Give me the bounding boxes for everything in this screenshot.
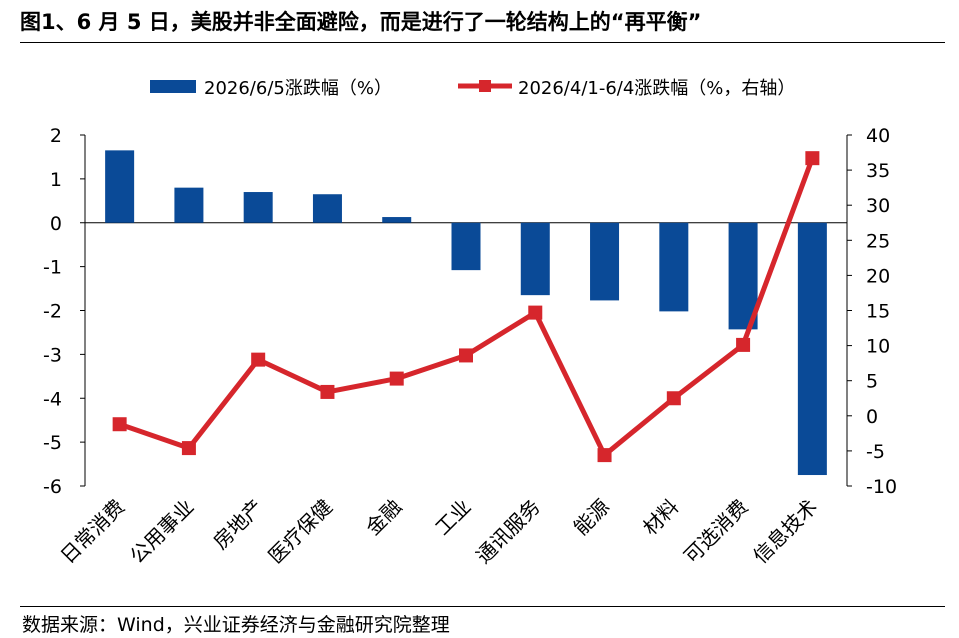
bar	[520, 222, 550, 296]
title-divider	[20, 42, 945, 43]
line-path	[118, 157, 815, 458]
bar-series	[105, 150, 827, 476]
legend-line-label: 2026/4/1-6/4涨跌幅（%，右轴）	[518, 78, 795, 99]
right-axis-tick-label: 15	[866, 301, 890, 323]
line-marker	[112, 417, 127, 432]
right-axis-tick-label: 25	[866, 230, 890, 252]
left-axis-tick-label: -1	[43, 257, 62, 279]
category-label: 金融	[361, 495, 406, 540]
bar	[174, 187, 204, 223]
left-axis-tick-label: -3	[43, 344, 62, 366]
right-axis-tick-label: 30	[866, 195, 890, 217]
legend-line-marker	[479, 80, 491, 92]
line-marker	[320, 384, 335, 399]
left-axis-tick-label: -5	[43, 432, 62, 454]
line-marker	[597, 448, 612, 463]
left-axis-tick-label: -2	[43, 301, 62, 323]
right-axis-tick-label: 20	[866, 265, 890, 287]
chart-title: 图1、6 月 5 日，美股并非全面避险，而是进行了一轮结构上的“再平衡”	[20, 10, 702, 34]
category-label: 日常消费	[56, 495, 130, 569]
category-label: 公用事业	[125, 495, 199, 569]
line-marker	[805, 151, 820, 166]
right-axis-tick-label: 35	[866, 160, 890, 182]
legend: 2026/6/5涨跌幅（%） 2026/4/1-6/4涨跌幅（%，右轴）	[150, 78, 795, 99]
right-axis-tick-label: 40	[866, 125, 890, 147]
right-axis-tick-label: -5	[866, 441, 885, 463]
left-axis-tick-label: -4	[43, 388, 62, 410]
chart-plot: 2026/6/5涨跌幅（%） 2026/4/1-6/4涨跌幅（%，右轴） 210-…	[43, 78, 897, 569]
bar	[659, 222, 689, 312]
line-marker	[181, 441, 196, 456]
category-label: 工业	[430, 495, 475, 540]
line-marker	[736, 337, 751, 352]
bar	[105, 150, 135, 223]
bar	[243, 192, 273, 223]
right-axis-tick-label: 0	[866, 406, 878, 428]
line-marker	[528, 305, 543, 320]
category-label: 能源	[569, 495, 614, 540]
line-marker	[251, 352, 266, 367]
bar	[312, 194, 342, 223]
left-axis-tick-label: 1	[50, 169, 62, 191]
source-note: 数据来源：Wind，兴业证券经济与金融研究院整理	[22, 614, 450, 636]
category-label: 信息技术	[748, 495, 822, 569]
category-label: 材料	[638, 495, 683, 540]
line-series	[112, 151, 820, 463]
bar	[451, 222, 481, 271]
category-label: 通讯服务	[471, 495, 545, 569]
left-axis-tick-label: -6	[43, 476, 62, 498]
left-axis-tick-label: 0	[50, 213, 62, 235]
left-axis-tick-label: 2	[50, 125, 62, 147]
line-marker	[459, 348, 473, 363]
category-label: 房地产	[208, 495, 267, 554]
legend-bar-swatch	[150, 80, 196, 93]
bar	[797, 222, 827, 476]
bar	[382, 217, 412, 223]
category-label: 可选消费	[679, 495, 753, 569]
bar	[590, 222, 620, 301]
category-label: 医疗保健	[263, 495, 337, 569]
line-marker	[389, 371, 404, 386]
legend-bar-label: 2026/6/5涨跌幅（%）	[204, 78, 392, 99]
right-axis-tick-label: -10	[866, 476, 897, 498]
bar	[728, 222, 758, 330]
right-axis-tick-label: 10	[866, 336, 890, 358]
source-divider	[20, 606, 945, 607]
line-marker	[666, 391, 681, 406]
right-axis-tick-label: 5	[866, 371, 878, 393]
